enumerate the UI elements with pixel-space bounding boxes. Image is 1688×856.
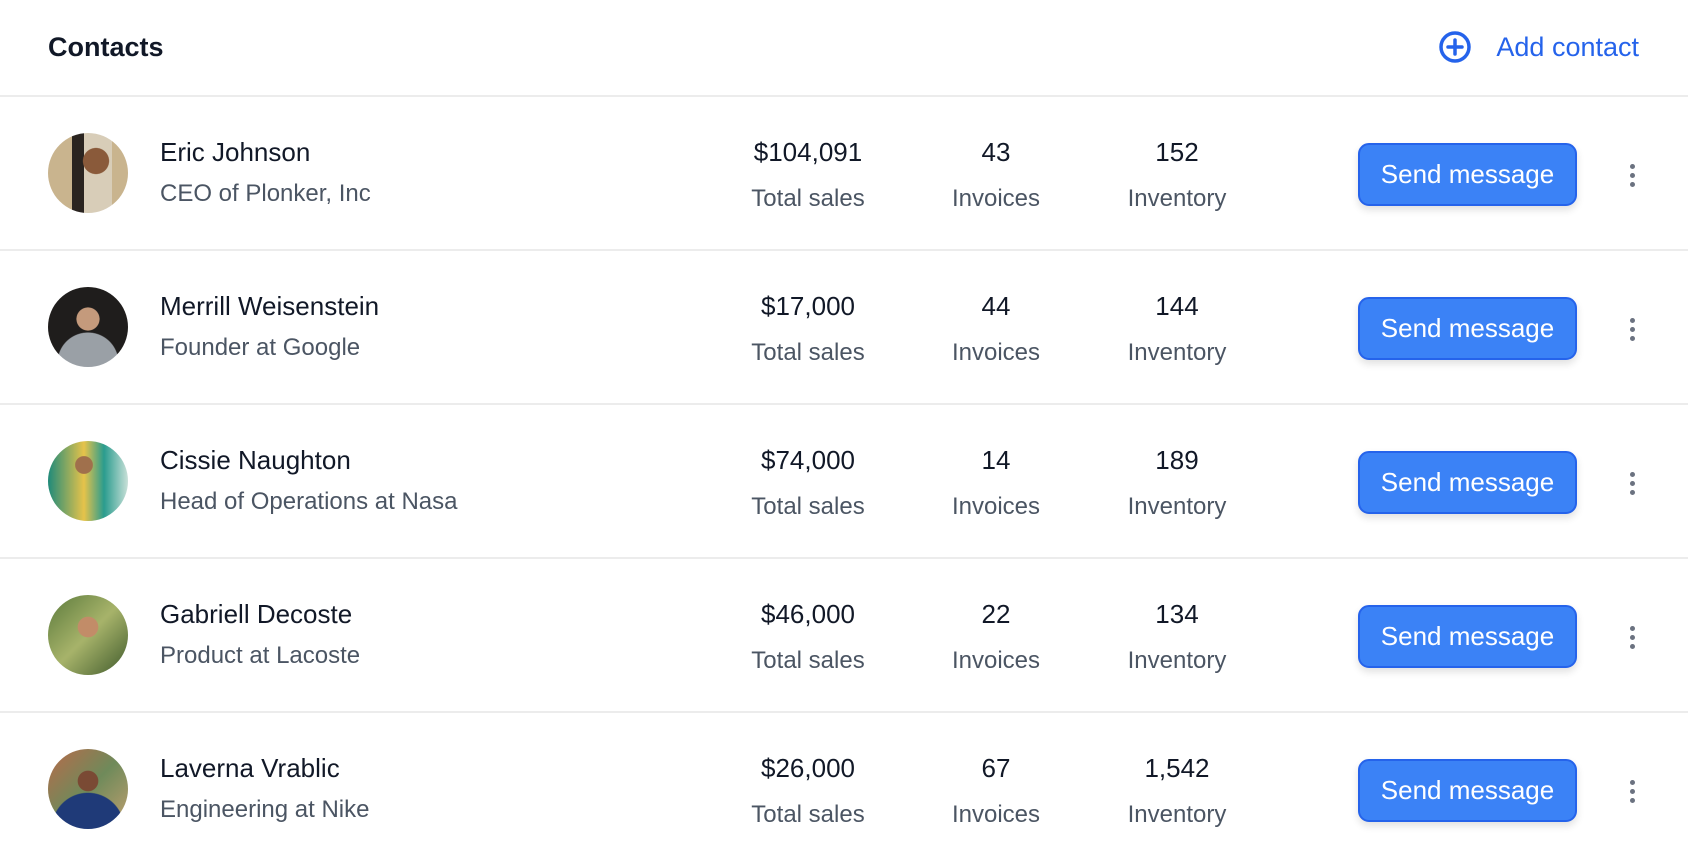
invoices-label: Invoices xyxy=(951,493,1041,520)
contact-row: Eric Johnson CEO of Plonker, Inc $104,09… xyxy=(0,97,1688,251)
plus-circle-icon xyxy=(1439,31,1472,63)
total-sales-stat: $46,000 Total sales xyxy=(708,599,908,675)
total-sales-label: Total sales xyxy=(751,647,865,674)
send-message-button[interactable]: Send message xyxy=(1358,759,1577,822)
contact-title: Engineering at Nike xyxy=(160,796,370,823)
inventory-label: Inventory xyxy=(1127,493,1227,520)
total-sales-stat: $104,091 Total sales xyxy=(708,137,908,213)
add-contact-label: Add contact xyxy=(1496,31,1639,62)
total-sales-value: $104,091 xyxy=(753,137,863,167)
total-sales-stat: $17,000 Total sales xyxy=(708,291,908,367)
total-sales-label: Total sales xyxy=(751,185,865,212)
more-options-icon[interactable] xyxy=(1622,463,1642,503)
total-sales-value: $26,000 xyxy=(761,753,855,783)
send-message-button[interactable]: Send message xyxy=(1358,605,1577,668)
invoices-stat: 14 Invoices xyxy=(896,445,1096,521)
inventory-stat: 144 Inventory xyxy=(1077,291,1277,367)
inventory-value: 144 xyxy=(1155,291,1199,321)
avatar xyxy=(48,595,128,675)
inventory-value: 1,542 xyxy=(1144,753,1210,783)
inventory-label: Inventory xyxy=(1127,801,1227,828)
send-message-button[interactable]: Send message xyxy=(1358,143,1577,206)
contacts-header: Contacts Add contact xyxy=(0,0,1688,97)
inventory-label: Inventory xyxy=(1127,647,1227,674)
contact-name: Eric Johnson xyxy=(160,137,311,167)
inventory-value: 189 xyxy=(1155,445,1199,475)
send-message-button[interactable]: Send message xyxy=(1358,297,1577,360)
invoices-value: 43 xyxy=(981,137,1011,167)
total-sales-label: Total sales xyxy=(751,339,865,366)
contact-row: Merrill Weisenstein Founder at Google $1… xyxy=(0,251,1688,405)
contact-title: CEO of Plonker, Inc xyxy=(160,180,371,207)
inventory-stat: 1,542 Inventory xyxy=(1077,753,1277,829)
inventory-label: Inventory xyxy=(1127,185,1227,212)
more-options-icon[interactable] xyxy=(1622,617,1642,657)
invoices-value: 22 xyxy=(981,599,1011,629)
avatar xyxy=(48,133,128,213)
contact-row: Gabriell Decoste Product at Lacoste $46,… xyxy=(0,559,1688,713)
total-sales-label: Total sales xyxy=(751,801,865,828)
contact-name: Cissie Naughton xyxy=(160,445,351,475)
more-options-icon[interactable] xyxy=(1622,771,1642,811)
contact-name: Gabriell Decoste xyxy=(160,599,353,629)
inventory-value: 152 xyxy=(1155,137,1199,167)
invoices-label: Invoices xyxy=(951,185,1041,212)
invoices-stat: 22 Invoices xyxy=(896,599,1096,675)
add-contact-button[interactable]: Add contact xyxy=(1438,30,1639,64)
invoices-value: 44 xyxy=(981,291,1011,321)
inventory-stat: 189 Inventory xyxy=(1077,445,1277,521)
invoices-label: Invoices xyxy=(951,647,1041,674)
total-sales-value: $17,000 xyxy=(761,291,855,321)
total-sales-stat: $26,000 Total sales xyxy=(708,753,908,829)
inventory-label: Inventory xyxy=(1127,339,1227,366)
contact-row: Laverna Vrablic Engineering at Nike $26,… xyxy=(0,713,1688,856)
more-options-icon[interactable] xyxy=(1622,155,1642,195)
invoices-stat: 44 Invoices xyxy=(896,291,1096,367)
inventory-stat: 134 Inventory xyxy=(1077,599,1277,675)
send-message-button[interactable]: Send message xyxy=(1358,451,1577,514)
invoices-label: Invoices xyxy=(951,801,1041,828)
more-options-icon[interactable] xyxy=(1622,309,1642,349)
contact-name: Merrill Weisenstein xyxy=(160,291,380,321)
contact-title: Head of Operations at Nasa xyxy=(160,488,458,515)
invoices-label: Invoices xyxy=(951,339,1041,366)
avatar xyxy=(48,287,128,367)
total-sales-stat: $74,000 Total sales xyxy=(708,445,908,521)
inventory-stat: 152 Inventory xyxy=(1077,137,1277,213)
invoices-stat: 67 Invoices xyxy=(896,753,1096,829)
contact-title: Founder at Google xyxy=(160,334,361,361)
contact-list: Eric Johnson CEO of Plonker, Inc $104,09… xyxy=(0,97,1688,856)
avatar xyxy=(48,441,128,521)
contact-name: Laverna Vrablic xyxy=(160,753,340,783)
total-sales-value: $74,000 xyxy=(761,445,855,475)
avatar xyxy=(48,749,128,829)
contact-row: Cissie Naughton Head of Operations at Na… xyxy=(0,405,1688,559)
total-sales-label: Total sales xyxy=(751,493,865,520)
total-sales-value: $46,000 xyxy=(761,599,855,629)
invoices-value: 67 xyxy=(981,753,1011,783)
invoices-stat: 43 Invoices xyxy=(896,137,1096,213)
page-title: Contacts xyxy=(48,32,164,62)
contact-title: Product at Lacoste xyxy=(160,642,361,669)
invoices-value: 14 xyxy=(981,445,1011,475)
inventory-value: 134 xyxy=(1155,599,1199,629)
